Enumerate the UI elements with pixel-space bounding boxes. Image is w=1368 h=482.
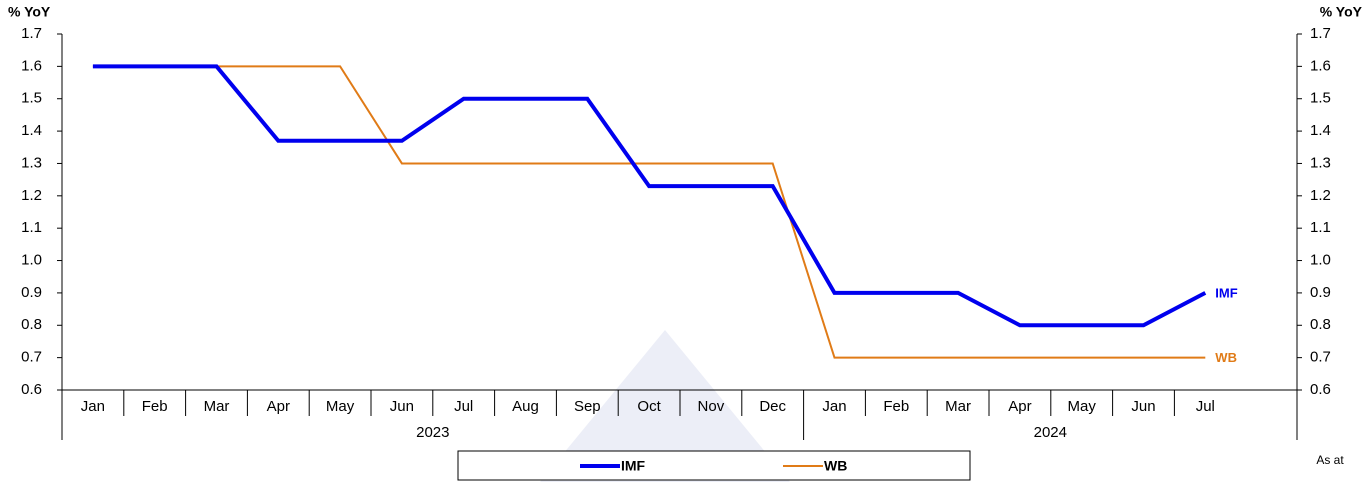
x-tick-label: Jun [1131,398,1155,415]
legend-box [457,450,971,481]
x-tick-label: Mar [204,398,230,415]
x-tick-label: Apr [1008,398,1031,415]
end-label: IMF [1215,285,1237,300]
y-axis-label: % YoY [8,4,51,20]
x-tick-label: Dec [759,398,786,415]
y2-tick-label: 0.7 [1310,349,1331,366]
y2-tick-label: 1.5 [1310,90,1331,107]
y-tick-label: 1.4 [21,122,42,139]
x-tick-label: Feb [142,398,168,415]
legend-label: WB [824,458,847,474]
y2-tick-label: 1.2 [1310,187,1331,204]
x-tick-label: May [326,398,355,415]
series-line [92,64,1207,328]
x-tick-label: Jul [454,398,473,415]
series-line [92,65,1206,359]
y2-tick-label: 1.3 [1310,154,1331,171]
x-tick-label: Apr [267,398,290,415]
group-label: 2023 [416,424,449,441]
x-tick-label: Jan [822,398,846,415]
y-tick-label: 1.7 [21,25,42,42]
x-tick-label: Oct [637,398,661,415]
y-tick-label: 0.8 [21,316,42,333]
y-tick-label: 1.5 [21,90,42,107]
x-tick-label: Aug [512,398,539,415]
note: As at [1316,453,1344,467]
y-tick-label: 0.9 [21,284,42,301]
y-tick-label: 1.0 [21,252,42,269]
y2-tick-label: 0.9 [1310,284,1331,301]
y2-tick-label: 1.1 [1310,219,1331,236]
y-tick-label: 1.2 [21,187,42,204]
x-tick-label: Sep [574,398,601,415]
watermark [540,330,790,482]
y-tick-label: 1.1 [21,219,42,236]
y-tick-label: 0.7 [21,349,42,366]
group-label: 2024 [1034,424,1067,441]
x-tick-label: Mar [945,398,971,415]
y-tick-label: 1.6 [21,57,42,74]
y2-tick-label: 0.8 [1310,316,1331,333]
x-tick-label: Jul [1196,398,1215,415]
x-tick-label: Jun [390,398,414,415]
x-tick-label: Nov [698,398,725,415]
y2-tick-label: 0.6 [1310,381,1331,398]
y2-tick-label: 1.4 [1310,122,1331,139]
y2-tick-label: 1.6 [1310,57,1331,74]
y2-tick-label: 1.7 [1310,25,1331,42]
x-tick-label: May [1068,398,1097,415]
legend-label: IMF [621,458,646,474]
x-tick-label: Feb [883,398,909,415]
y2-tick-label: 1.0 [1310,252,1331,269]
end-label: WB [1215,350,1237,365]
y-tick-label: 0.6 [21,381,42,398]
x-tick-label: Jan [81,398,105,415]
y-tick-label: 1.3 [21,154,42,171]
y2-axis-label: % YoY [1320,4,1363,20]
